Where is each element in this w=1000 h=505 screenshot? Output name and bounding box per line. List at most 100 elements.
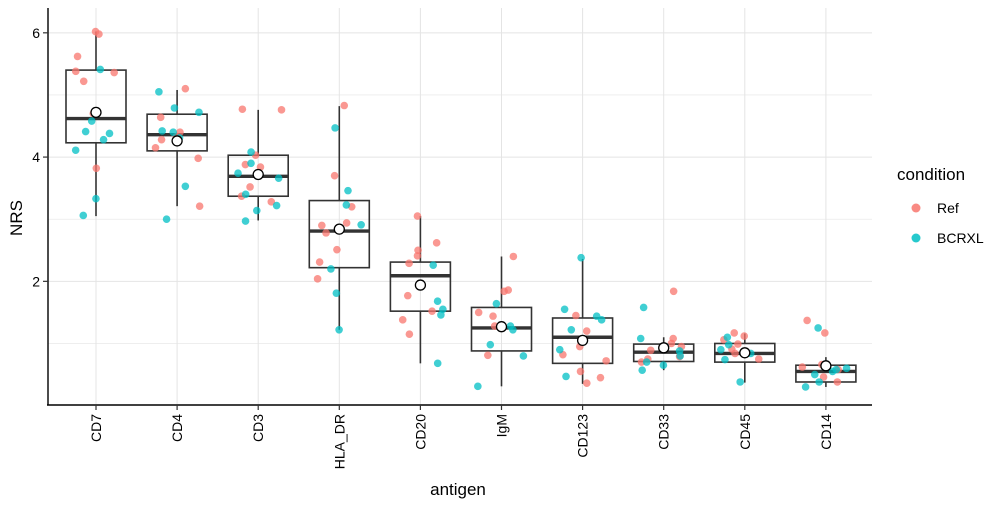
data-point-ref [194,154,202,163]
legend-label: BCRXL [937,230,984,246]
x-tick-label: CD20 [412,414,428,450]
data-point-bcrxl [274,174,283,183]
data-point-bcrxl [169,128,178,137]
data-point-bcrxl [96,65,105,74]
data-point-ref [637,358,646,366]
data-point-ref [754,355,763,363]
data-point-ref [428,307,436,315]
data-point-bcrxl [555,345,564,354]
data-point-bcrxl [642,358,651,366]
data-point-bcrxl [252,206,261,215]
data-point-bcrxl [636,334,645,343]
data-point-ref [474,308,483,317]
y-tick-labels: 2 4 6 [32,25,40,290]
x-tick-labels: CD7 CD4 CD3 HLA_DR CD20 IgM CD123 CD33 CD45 CD14 [88,414,834,469]
data-point-bcrxl [170,104,179,112]
data-point-bcrxl [639,303,648,312]
legend-swatch-ref [911,203,921,213]
box-iqr [308,199,371,269]
x-axis-title: antigen [430,480,486,499]
data-point-ref [73,52,82,61]
data-point-ref [509,252,518,261]
legend-label: Ref [937,200,959,216]
y-tick-label: 6 [32,25,40,41]
mean-marker [739,347,751,359]
mean-marker [576,334,589,347]
data-point-ref [79,77,88,86]
data-point-bcrxl [437,311,445,319]
data-point-bcrxl [723,333,732,342]
data-point-bcrxl [181,182,190,191]
legend-swatch-bcrxl [911,233,921,243]
x-tick-label: CD3 [250,414,266,442]
data-point-ref [195,202,204,210]
x-tick-label: IgM [494,414,510,437]
data-point-ref [340,101,349,110]
data-point-ref [151,143,160,152]
data-point-bcrxl [331,124,339,132]
data-point-ref [833,378,842,386]
data-point-bcrxl [433,297,442,306]
mean-marker [333,223,345,235]
data-point-bcrxl [486,340,495,349]
data-point-bcrxl [810,370,819,379]
data-point-bcrxl [81,127,90,136]
data-point-ref [500,287,508,296]
data-point-ref [432,239,441,247]
data-point-bcrxl [79,211,88,220]
data-point-bcrxl [247,159,255,168]
data-point-bcrxl [597,316,606,324]
data-point-bcrxl [842,364,851,373]
mean-marker [658,342,670,354]
data-point-ref [277,106,286,114]
data-point-bcrxl [801,383,810,391]
data-point-bcrxl [562,372,570,381]
data-point-bcrxl [327,265,335,273]
data-point-bcrxl [567,326,576,334]
data-point-bcrxl [241,217,250,225]
data-point-bcrxl [676,352,684,360]
data-point-bcrxl [162,215,171,224]
data-point-bcrxl [155,88,163,96]
data-point-bcrxl [335,326,343,334]
data-point-ref [819,373,828,381]
data-point-ref [798,363,807,371]
mean-marker [90,106,102,118]
data-point-ref [646,346,655,355]
data-point-bcrxl [429,261,437,269]
data-point-ref [71,67,80,76]
data-point-bcrxl [560,305,569,314]
data-point-bcrxl [71,146,80,155]
mean-marker [171,135,183,147]
data-point-bcrxl [577,253,585,262]
y-tick-label: 4 [32,149,40,165]
data-point-ref [333,245,341,254]
data-point-bcrxl [99,135,108,144]
data-point-ref [414,246,422,255]
data-point-bcrxl [492,299,501,308]
data-point-bcrxl [509,326,517,334]
data-point-ref [821,329,829,337]
x-tick-label: CD4 [169,414,185,442]
data-point-bcrxl [272,201,281,210]
data-point-ref [315,258,324,266]
data-point-ref [110,68,118,77]
data-point-ref [484,351,492,360]
data-point-ref [405,330,414,338]
data-point-ref [238,105,247,114]
x-tick-label: HLA_DR [331,414,347,469]
data-point-ref [576,367,585,376]
data-point-bcrxl [357,221,365,229]
x-tick-label: CD33 [656,414,672,450]
data-point-bcrxl [814,324,822,332]
box-iqr [65,69,127,144]
data-point-ref [92,164,101,173]
axes [43,8,872,410]
y-tick-label: 2 [32,273,40,289]
data-point-ref [95,30,103,38]
mean-marker [252,168,264,181]
box-iqr [146,113,208,152]
data-point-bcrxl [433,359,442,368]
legend-title: condition [897,165,965,184]
data-point-bcrxl [717,345,725,354]
